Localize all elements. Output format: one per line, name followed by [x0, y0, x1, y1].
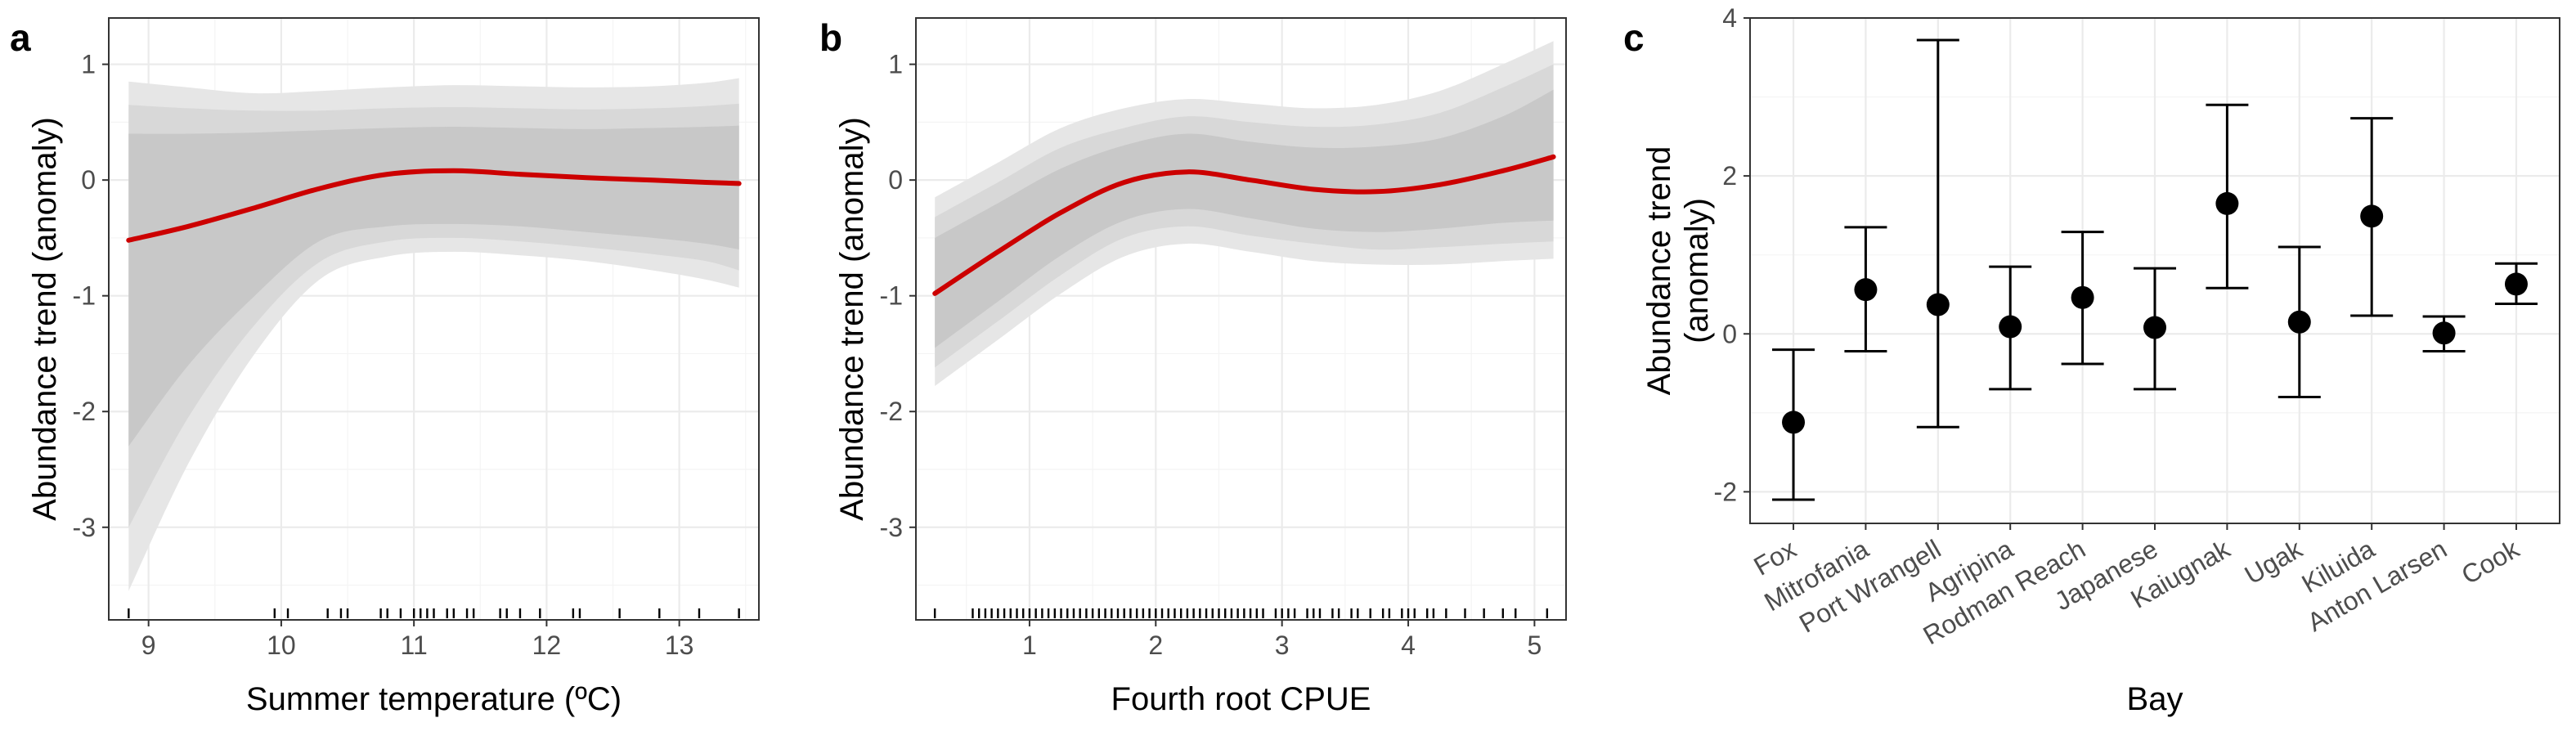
- panel-c-y-axis-title-line1: Abundance trend: [1641, 146, 1677, 396]
- panel-b-x-tick-label: 3: [1275, 631, 1290, 660]
- panel-b-y-tick-label: -2: [880, 397, 903, 426]
- panel-b-letter: b: [819, 16, 842, 59]
- panel-c-y-axis-title-line2: (anomaly): [1679, 198, 1715, 343]
- panel-b-y-tick-label: -3: [880, 513, 903, 542]
- panel-c-x-tick-label: Cook: [2457, 533, 2525, 590]
- panel-a-x-tick-label: 9: [141, 631, 156, 660]
- panel-a-y-axis-title: Abundance trend (anomaly): [27, 117, 63, 521]
- panel-c-point: [1926, 293, 1950, 316]
- panel-b-x-tick-label: 1: [1022, 631, 1037, 660]
- panel-c-letter: c: [1623, 16, 1645, 59]
- panel-b-x-tick-label: 5: [1528, 631, 1542, 660]
- panel-a-y-tick-label: -3: [73, 513, 96, 542]
- panel-a-y-tick-label: 1: [81, 50, 96, 79]
- panel-c-y-tick-label: -2: [1714, 477, 1737, 506]
- panel-c-point: [2360, 204, 2384, 228]
- panel-b-x-tick-label: 2: [1148, 631, 1163, 660]
- panel-b-frame: [915, 17, 1567, 621]
- panel-a: a 9 10 11 12 13 -3 -2 -1 0 1 Summer temperature (º…: [10, 16, 760, 717]
- panel-a-y-tick-label: -1: [73, 281, 96, 311]
- panel-a-x-axis-title: Summer temperature (ºC): [246, 681, 622, 717]
- panel-a-x-tick-label: 10: [267, 631, 296, 660]
- panel-a-x-tick-label: 13: [665, 631, 694, 660]
- panel-b-trend-line: [932, 154, 1556, 296]
- panel-c-point: [1999, 315, 2022, 339]
- panel-b-x-axis-title: Fourth root CPUE: [1111, 681, 1371, 717]
- panel-b-band-inner: [935, 89, 1554, 348]
- panel-c-point: [2143, 316, 2166, 339]
- panel-a-band-inner: [128, 125, 739, 447]
- panel-a-letter: a: [10, 16, 31, 59]
- panel-a-x-tick-label: 12: [532, 631, 562, 660]
- panel-c-y-tick-label: 4: [1722, 3, 1737, 33]
- panel-c-point: [2215, 191, 2239, 215]
- panel-a-x-tick-label: 11: [401, 631, 428, 660]
- panel-a-trend-line: [126, 168, 742, 243]
- panel-c-y-tick-label: 0: [1722, 319, 1737, 348]
- panel-a-y-tick-label: 0: [81, 165, 96, 195]
- panel-c-y-axis-title: Abundance trend(anomaly): [1641, 146, 1715, 396]
- panel-a-y-tick-label: -2: [73, 397, 96, 426]
- panel-c-point: [2504, 272, 2528, 296]
- panel-a-frame: [108, 17, 760, 621]
- panel-b-x-tick-label: 4: [1401, 631, 1416, 660]
- panel-b-y-axis-title: Abundance trend (anomaly): [834, 117, 870, 521]
- panel-b: b 1 2 3 4 5 -3 -2 -1 0 1 Fourth root CPUE Abundance…: [819, 16, 1567, 717]
- panel-b-y-tick-label: -1: [880, 281, 903, 311]
- panel-b-y-tick-label: 1: [888, 50, 903, 79]
- panel-c-point: [2071, 285, 2094, 309]
- panel-c-point: [2287, 310, 2311, 334]
- panel-c-point: [1854, 278, 1878, 302]
- panel-c-y-tick-label: 2: [1722, 161, 1737, 191]
- panel-c-x-axis-title: Bay: [2127, 681, 2183, 717]
- panel-c-point: [1782, 411, 1806, 434]
- panel-c-x-tick-label: Ugak: [2240, 533, 2309, 590]
- panel-c-point: [2432, 321, 2456, 345]
- panel-b-y-tick-label: 0: [888, 165, 903, 195]
